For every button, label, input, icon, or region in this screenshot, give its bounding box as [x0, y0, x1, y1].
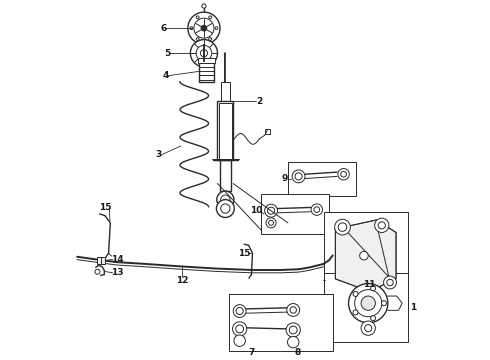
Text: 14: 14 — [111, 255, 123, 264]
Circle shape — [190, 40, 218, 67]
Circle shape — [338, 223, 347, 231]
Circle shape — [201, 25, 207, 31]
Circle shape — [190, 27, 193, 30]
Circle shape — [236, 307, 243, 315]
Circle shape — [286, 323, 300, 337]
Text: 12: 12 — [176, 276, 189, 285]
Text: 2: 2 — [256, 97, 262, 106]
Circle shape — [265, 204, 277, 217]
Circle shape — [217, 199, 234, 217]
Bar — [323, 273, 408, 342]
Text: 7: 7 — [248, 348, 255, 357]
Text: 11: 11 — [363, 280, 375, 289]
Circle shape — [361, 296, 375, 310]
Circle shape — [196, 37, 199, 40]
Circle shape — [290, 307, 296, 313]
Bar — [97, 257, 105, 264]
Circle shape — [375, 218, 389, 233]
Circle shape — [353, 310, 358, 315]
Circle shape — [314, 207, 319, 212]
Text: 10: 10 — [250, 206, 263, 215]
Circle shape — [289, 326, 297, 334]
Circle shape — [217, 191, 234, 208]
Circle shape — [233, 305, 246, 318]
Circle shape — [365, 325, 372, 332]
Text: 13: 13 — [111, 268, 123, 277]
Circle shape — [370, 316, 375, 321]
Circle shape — [311, 204, 322, 215]
Circle shape — [295, 173, 302, 180]
Circle shape — [353, 292, 358, 296]
Circle shape — [338, 168, 349, 180]
Circle shape — [196, 45, 212, 61]
Circle shape — [196, 16, 199, 19]
Circle shape — [381, 301, 387, 306]
Circle shape — [200, 50, 207, 57]
Circle shape — [220, 195, 230, 204]
Circle shape — [269, 220, 273, 225]
Circle shape — [188, 12, 220, 44]
Bar — [220, 160, 231, 191]
Bar — [261, 194, 329, 234]
Bar — [198, 58, 215, 63]
Text: 5: 5 — [164, 49, 171, 58]
Text: 6: 6 — [160, 24, 166, 33]
Circle shape — [232, 322, 247, 336]
Text: 15: 15 — [99, 203, 111, 212]
Polygon shape — [335, 220, 396, 291]
Circle shape — [268, 207, 274, 214]
Text: 8: 8 — [294, 348, 301, 357]
Bar — [265, 129, 270, 134]
Circle shape — [292, 170, 305, 183]
Circle shape — [194, 18, 214, 38]
Circle shape — [266, 218, 276, 228]
Circle shape — [234, 335, 245, 346]
Circle shape — [355, 289, 382, 317]
Text: 15: 15 — [238, 249, 250, 258]
Bar — [219, 103, 232, 158]
Circle shape — [209, 37, 212, 40]
Bar — [220, 82, 230, 102]
Circle shape — [220, 204, 230, 213]
Circle shape — [370, 286, 375, 291]
Bar — [288, 162, 356, 196]
Circle shape — [384, 276, 396, 289]
Circle shape — [202, 4, 206, 8]
Circle shape — [95, 269, 100, 274]
Circle shape — [348, 284, 388, 323]
Circle shape — [215, 27, 218, 30]
Text: 9: 9 — [282, 174, 288, 183]
Circle shape — [335, 219, 350, 235]
Bar — [229, 294, 333, 351]
Circle shape — [288, 336, 299, 348]
Circle shape — [236, 325, 244, 333]
Circle shape — [387, 279, 393, 286]
Bar — [199, 61, 214, 82]
Bar — [218, 102, 233, 160]
Text: 3: 3 — [155, 150, 162, 159]
Bar — [323, 212, 408, 307]
Circle shape — [360, 251, 368, 260]
Circle shape — [209, 16, 212, 19]
Circle shape — [361, 321, 375, 335]
Text: 4: 4 — [163, 71, 169, 80]
Circle shape — [378, 222, 385, 229]
Circle shape — [287, 303, 300, 316]
Text: 1: 1 — [410, 303, 416, 312]
Circle shape — [341, 171, 346, 177]
